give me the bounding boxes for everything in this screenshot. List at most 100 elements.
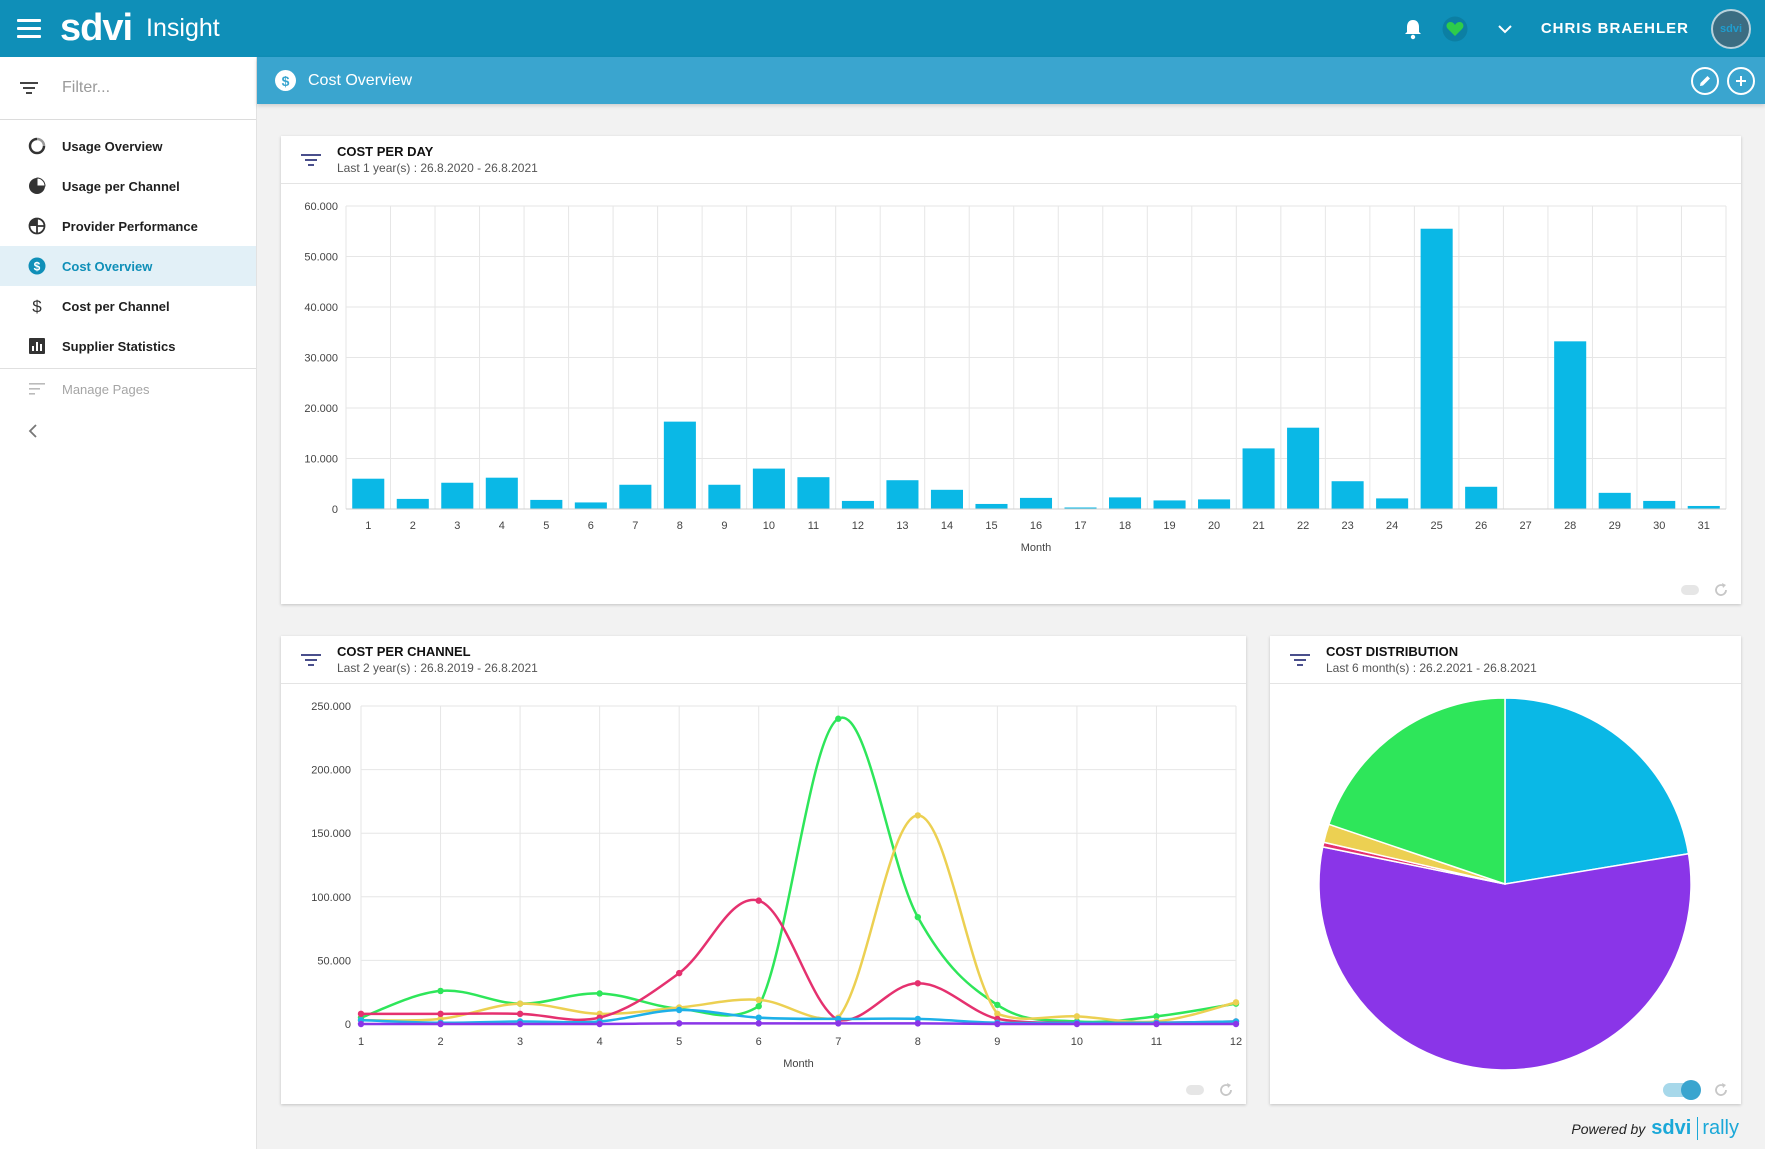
data-point xyxy=(914,812,922,819)
y-tick-label: 200.000 xyxy=(311,765,351,777)
x-tick-label: 26 xyxy=(1475,520,1487,532)
x-tick-label: 11 xyxy=(808,520,819,532)
bar xyxy=(1331,481,1364,509)
svg-text:$: $ xyxy=(32,297,42,315)
x-tick-label: 31 xyxy=(1698,520,1710,532)
data-point xyxy=(675,1020,683,1027)
sidebar-item-provider-performance[interactable]: Provider Performance xyxy=(0,206,256,246)
quarter-circle-icon xyxy=(27,216,47,236)
card-title: COST PER DAY xyxy=(337,144,434,159)
bar xyxy=(1554,341,1587,509)
data-point xyxy=(755,897,762,904)
edit-button[interactable] xyxy=(1691,66,1719,95)
card-header: COST PER CHANNEL Last 2 year(s) : 26.8.2… xyxy=(281,636,1246,684)
data-point xyxy=(835,1020,842,1027)
avatar[interactable]: sdvi xyxy=(1711,8,1751,49)
y-tick-label: 50.000 xyxy=(304,252,338,264)
bar xyxy=(886,480,919,509)
nav-divider xyxy=(0,368,256,369)
x-tick-label: 2 xyxy=(437,1036,443,1048)
bar xyxy=(975,503,1008,509)
powered-by-label: Powered by xyxy=(1571,1121,1646,1137)
refresh-icon[interactable] xyxy=(1218,1082,1234,1098)
x-tick-label: 3 xyxy=(454,520,460,532)
bar xyxy=(1242,448,1275,509)
data-point xyxy=(596,990,603,997)
x-tick-label: 12 xyxy=(852,520,864,532)
bar xyxy=(1109,497,1142,509)
filter-icon[interactable] xyxy=(301,153,321,167)
sidebar-item-manage-pages[interactable]: Manage Pages xyxy=(0,369,256,409)
page-header: $ Cost Overview xyxy=(257,57,1765,104)
x-tick-label: 14 xyxy=(941,520,953,532)
card-header: COST DISTRIBUTION Last 6 month(s) : 26.2… xyxy=(1270,636,1741,684)
bar xyxy=(930,489,963,509)
heart-icon[interactable] xyxy=(1437,11,1473,47)
chart-toggle[interactable] xyxy=(1681,585,1699,595)
bar xyxy=(1598,492,1631,509)
x-tick-label: 10 xyxy=(1071,1036,1083,1048)
sidebar-item-supplier-statistics[interactable]: Supplier Statistics xyxy=(0,326,256,366)
data-point xyxy=(437,1010,444,1018)
chart-toggle[interactable] xyxy=(1186,1085,1204,1095)
bar-chart-icon xyxy=(27,336,47,356)
dollar-circle-icon: $ xyxy=(275,70,296,91)
x-tick-label: 4 xyxy=(597,1036,603,1048)
bar xyxy=(1198,499,1231,509)
data-point xyxy=(1073,1020,1081,1028)
bar xyxy=(1687,505,1720,509)
menu-icon[interactable] xyxy=(17,14,47,44)
sidebar-item-label: Usage per Channel xyxy=(62,178,180,194)
data-point xyxy=(835,1015,842,1023)
x-tick-label: 28 xyxy=(1564,520,1576,532)
bar xyxy=(1465,486,1498,509)
svg-text:$: $ xyxy=(34,260,41,274)
avatar-label: sdvi xyxy=(1719,22,1742,35)
data-point xyxy=(755,1002,762,1010)
card-subtitle: Last 1 year(s) : 26.8.2020 - 26.8.2021 xyxy=(337,161,538,175)
data-point xyxy=(914,913,922,921)
x-tick-label: 7 xyxy=(835,1036,841,1048)
cost-per-day-card: COST PER DAY Last 1 year(s) : 26.8.2020 … xyxy=(281,136,1741,604)
card-footer xyxy=(1663,1080,1729,1100)
pie-slice xyxy=(1504,697,1690,885)
user-name[interactable]: CHRIS BRAEHLER xyxy=(1540,20,1689,37)
data-point xyxy=(914,1020,922,1027)
data-point xyxy=(914,980,922,987)
x-tick-label: 6 xyxy=(588,520,594,532)
bar xyxy=(1153,500,1186,509)
x-tick-label: 7 xyxy=(632,520,638,532)
y-tick-label: 60.000 xyxy=(304,201,338,213)
brand-logo: sdvi xyxy=(60,7,133,49)
filter-icon[interactable] xyxy=(301,653,321,667)
x-tick-label: 19 xyxy=(1163,520,1175,532)
dollar-circle-icon: $ xyxy=(27,256,47,276)
sidebar-item-usage-overview[interactable]: Usage Overview xyxy=(0,126,256,166)
sidebar-item-cost-overview[interactable]: $ Cost Overview xyxy=(0,246,256,286)
sidebar-item-label: Supplier Statistics xyxy=(62,338,176,354)
sidebar-item-label: Cost Overview xyxy=(62,258,153,274)
bell-icon[interactable] xyxy=(1395,11,1431,47)
chevron-down-icon[interactable] xyxy=(1487,11,1523,47)
sidebar-item-usage-per-channel[interactable]: Usage per Channel xyxy=(0,166,256,206)
collapse-sidebar-icon[interactable] xyxy=(28,421,48,441)
bar xyxy=(1376,498,1409,509)
filter-input[interactable] xyxy=(62,79,232,97)
card-footer xyxy=(1186,1082,1234,1098)
data-point xyxy=(755,1014,762,1021)
sdvi-logo: sdvi xyxy=(1651,1117,1692,1139)
add-button[interactable] xyxy=(1727,66,1755,95)
data-point xyxy=(1153,1013,1160,1020)
data-point xyxy=(755,996,762,1004)
refresh-icon[interactable] xyxy=(1713,582,1729,598)
data-point xyxy=(1073,1013,1081,1020)
y-tick-label: 150.000 xyxy=(311,828,351,840)
cost-distribution-card: COST DISTRIBUTION Last 6 month(s) : 26.2… xyxy=(1270,636,1741,1104)
refresh-icon[interactable] xyxy=(1713,1082,1729,1098)
filter-icon[interactable] xyxy=(1290,653,1310,667)
sidebar-item-cost-per-channel[interactable]: $ Cost per Channel xyxy=(0,286,256,326)
bar xyxy=(752,468,785,509)
chart-toggle[interactable] xyxy=(1663,1080,1701,1100)
bar xyxy=(841,500,874,509)
